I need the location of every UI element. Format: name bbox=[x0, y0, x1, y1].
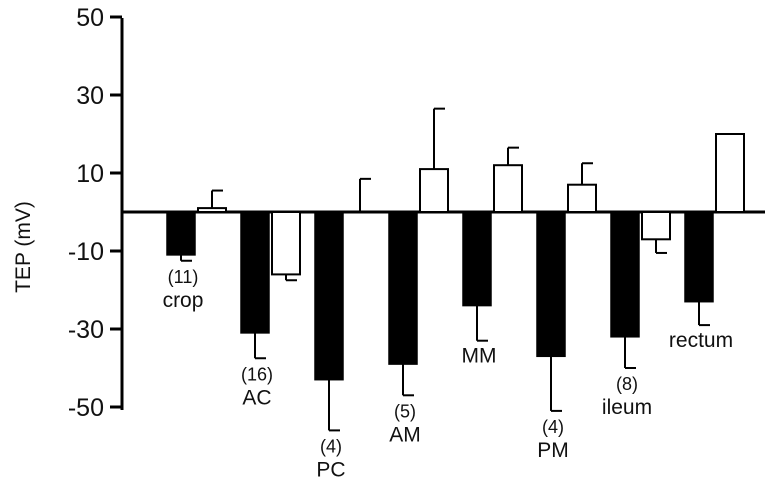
y-tick-label: 50 bbox=[76, 4, 104, 32]
sample-size-label: (8) bbox=[616, 374, 638, 394]
category-label: AM bbox=[389, 423, 421, 446]
sample-size-label: (5) bbox=[394, 401, 416, 421]
sample-size-label: (16) bbox=[241, 364, 273, 384]
open-bar bbox=[567, 183, 597, 213]
open-bar bbox=[419, 168, 449, 214]
filled-bar bbox=[610, 211, 640, 338]
category-label: PC bbox=[316, 458, 345, 477]
filled-bar bbox=[388, 211, 418, 365]
filled-bar bbox=[240, 211, 270, 334]
bars-group bbox=[166, 107, 745, 432]
filled-bar bbox=[314, 211, 344, 381]
filled-bar bbox=[166, 211, 196, 256]
sample-size-label: (11) bbox=[168, 267, 199, 287]
category-labels-group: (11)crop(16)AC(4)PC(5)AMMM(4)PM(8)ileumr… bbox=[163, 267, 734, 477]
y-tick-label: 10 bbox=[76, 160, 104, 188]
open-bar bbox=[271, 211, 301, 276]
y-tick-label: -30 bbox=[68, 316, 104, 344]
category-label: ileum bbox=[602, 396, 652, 419]
filled-bar bbox=[684, 211, 714, 303]
y-ticks-group: 50 30 10 -10 -30 -50 bbox=[68, 4, 122, 422]
y-tick-label: -10 bbox=[68, 238, 104, 266]
category-label: AC bbox=[242, 386, 271, 409]
filled-bar bbox=[462, 211, 492, 307]
filled-bar bbox=[536, 211, 566, 358]
open-bar bbox=[197, 207, 227, 214]
y-tick-label: -50 bbox=[68, 394, 104, 422]
open-bar bbox=[641, 211, 671, 241]
category-label: rectum bbox=[669, 329, 733, 352]
category-label: crop bbox=[163, 289, 204, 312]
open-bar bbox=[493, 164, 523, 213]
sample-size-label: (4) bbox=[320, 436, 342, 456]
open-bar bbox=[715, 133, 745, 213]
y-axis-label: TEP (mV) bbox=[12, 201, 35, 293]
sample-size-label: (4) bbox=[542, 417, 564, 437]
category-label: PM bbox=[537, 439, 569, 462]
y-tick-label: 30 bbox=[76, 82, 104, 110]
category-label: MM bbox=[462, 345, 497, 368]
